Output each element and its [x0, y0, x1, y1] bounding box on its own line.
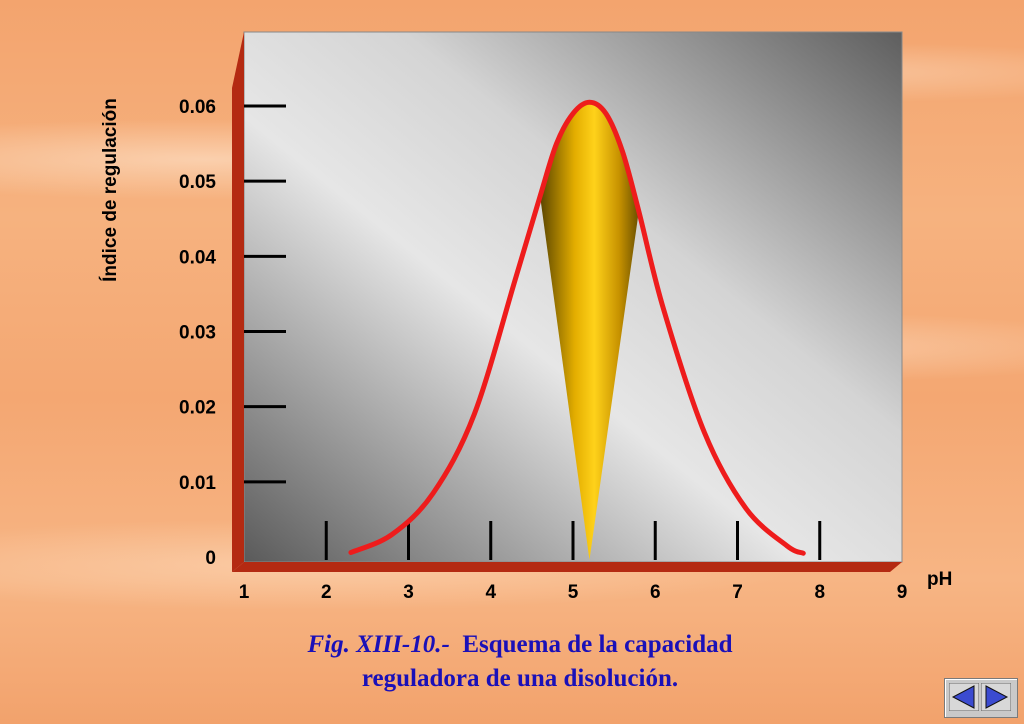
y-tick-label: 0.01 — [179, 473, 216, 494]
figure-caption: Fig. XIII-10.- Esquema de la capacidad r… — [180, 628, 860, 696]
x-tick-label: 8 — [814, 582, 825, 603]
y-axis-title: Índice de regulación — [99, 98, 121, 282]
y-tick-label: 0.03 — [179, 323, 216, 344]
x-tick-label: 3 — [403, 582, 414, 603]
y-tick-label: 0.04 — [179, 247, 216, 268]
y-tick-label: 0.02 — [179, 398, 216, 419]
y-tick-label: 0.05 — [179, 172, 216, 193]
series-line — [348, 99, 806, 556]
x-tick-label: 9 — [897, 582, 908, 603]
caption-line-2: reguladora de una disolución. — [361, 665, 679, 692]
x-axis-title: pH — [927, 569, 952, 590]
x-tick-label: 5 — [568, 582, 579, 603]
x-tick-label: 4 — [485, 582, 496, 603]
y-tick-label: 0 — [205, 548, 216, 569]
x-tick-label: 7 — [732, 582, 743, 603]
figure-label: Fig. XIII-10.- — [307, 631, 450, 658]
buffer-region-cone — [540, 102, 639, 560]
slide-navigation — [944, 678, 1018, 718]
x-tick-label: 2 — [321, 582, 332, 603]
left-wall — [232, 32, 244, 572]
triangle-right-icon[interactable] — [981, 683, 1011, 711]
caption-line-1: Fig. XIII-10.- Esquema de la capacidad — [180, 628, 860, 662]
x-tick-label: 1 — [239, 582, 250, 603]
y-tick-label: 0.06 — [179, 97, 216, 118]
floor — [232, 562, 902, 572]
caption-text-1: Esquema de la capacidad — [462, 631, 733, 658]
triangle-left-icon[interactable] — [949, 683, 979, 711]
x-tick-label: 6 — [650, 582, 661, 603]
